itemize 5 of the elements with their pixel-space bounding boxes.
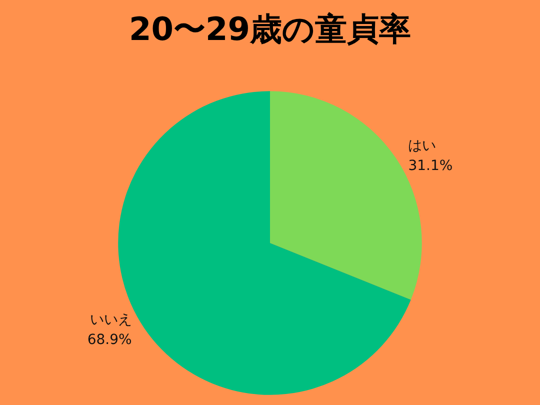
slice-label: はい	[408, 138, 436, 154]
data-label: 31.1%	[408, 158, 453, 174]
slice-label: いいえ	[90, 312, 132, 328]
data-label: 68.9%	[87, 332, 132, 348]
chart-title: 20〜29歳の童貞率	[128, 10, 412, 48]
